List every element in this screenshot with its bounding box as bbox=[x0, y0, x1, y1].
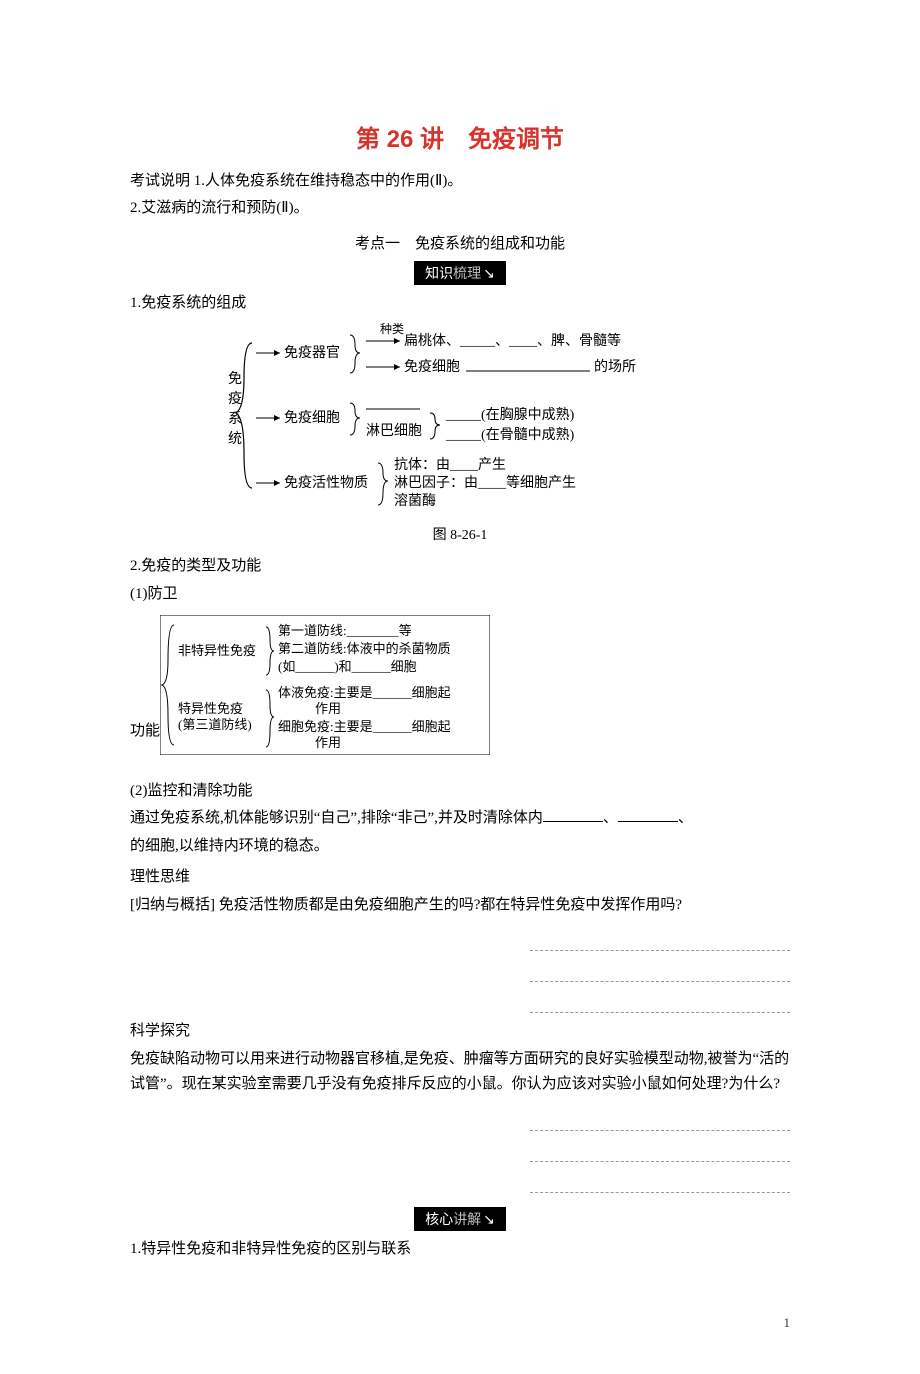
answer-line-3 bbox=[530, 1012, 790, 1013]
fig1-b2: 免疫细胞 bbox=[284, 410, 340, 426]
badge-hexin: 核心讲解↘ bbox=[414, 1207, 506, 1231]
core-1: 1.特异性免疫和非特异性免疫的区别与联系 bbox=[130, 1237, 790, 1263]
fig1-b2b2: _____(在骨髓中成熟) bbox=[445, 427, 575, 443]
sec2-p1: 通过免疫系统,机体能够识别“自己”,排除“非己”,并及时清除体内 、 、 bbox=[130, 806, 790, 832]
fig1-b1: 免疫器官 bbox=[284, 345, 340, 361]
badge-arrow: ↘ bbox=[481, 265, 495, 281]
lesson-title: 第 26 讲 免疫调节 bbox=[130, 120, 790, 161]
sep-2: 、 bbox=[678, 810, 693, 826]
fig1-b3: 免疫活性物质 bbox=[284, 475, 368, 491]
figure-1: 免 疫 系 统 免疫器官 种类 扁桃体、_____、____、脾、骨髓等 免疫细… bbox=[130, 323, 790, 548]
fig1-b1a-label: 种类 bbox=[380, 323, 404, 336]
sec2-p2: 的细胞,以维持内环境的稳态。 bbox=[130, 834, 790, 860]
blank-2 bbox=[618, 808, 678, 822]
sep-1: 、 bbox=[603, 810, 618, 826]
fig1-root2: 疫 bbox=[228, 391, 242, 407]
fig1-b2b1: _____(在胸腺中成熟) bbox=[445, 407, 575, 423]
fig1-root4: 统 bbox=[228, 431, 242, 447]
lixing-label: 理性思维 bbox=[130, 865, 790, 891]
fig1-b3b: 淋巴因子：由____等细胞产生 bbox=[394, 474, 576, 491]
kexue-p: 免疫缺陷动物可以用来进行动物器官移植,是免疫、肿瘤等方面研究的良好实验模型动物,… bbox=[130, 1047, 790, 1098]
badge2-arrow: ↘ bbox=[481, 1211, 495, 1227]
exam-desc-2: 2.艾滋病的流行和预防(Ⅱ)。 bbox=[130, 196, 790, 222]
fig1-b1b-suf: 的场所 bbox=[594, 359, 636, 375]
fig2-ns-l1: 第一道防线:________等 bbox=[278, 623, 412, 638]
fig2-sp-r2a: 细胞免疫:主要是______细胞起 bbox=[278, 719, 451, 734]
fig1-b3a: 抗体：由____产生 bbox=[394, 457, 506, 473]
exam-desc-1: 考试说明 1.人体免疫系统在维持稳态中的作用(Ⅱ)。 bbox=[130, 169, 790, 195]
fig2-nonspec: 非特异性免疫 bbox=[178, 643, 256, 658]
badge2-light: 讲解 bbox=[453, 1211, 481, 1227]
fig2-sp-r1a: 体液免疫:主要是______细胞起 bbox=[278, 685, 451, 700]
sec2-head: 2.免疫的类型及功能 bbox=[130, 554, 790, 580]
fig1-b2b: 淋巴细胞 bbox=[366, 423, 422, 439]
kexue-label: 科学探究 bbox=[130, 1019, 790, 1045]
fig2-spec1: 特异性免疫 bbox=[178, 701, 243, 716]
page-number: 1 bbox=[130, 1312, 790, 1334]
fig2-sp-r1b: 作用 bbox=[315, 701, 341, 716]
fig1-b1b-pre: 免疫细胞 bbox=[404, 359, 460, 375]
sec2-p1-pre: 通过免疫系统,机体能够识别“自己”,排除“非己”,并及时清除体内 bbox=[130, 810, 543, 826]
lixing-q: [归纳与概括] 免疫活性物质都是由免疫细胞产生的吗?都在特异性免疫中发挥作用吗? bbox=[130, 893, 790, 919]
sec2-sub1: (1)防卫 bbox=[130, 582, 790, 608]
fig1-b1a: 扁桃体、_____、____、脾、骨髓等 bbox=[404, 332, 621, 349]
fig2-spec2: (第三道防线) bbox=[178, 717, 252, 732]
sec1-head: 1.免疫系统的组成 bbox=[130, 291, 790, 317]
badge-light: 梳理 bbox=[453, 265, 481, 281]
fig2-prefix: 功能 bbox=[130, 609, 160, 745]
kaodian-heading: 考点一 免疫系统的组成和功能 bbox=[130, 232, 790, 258]
fig1-root: 免 bbox=[228, 371, 242, 387]
sec2-sub2: (2)监控和清除功能 bbox=[130, 779, 790, 805]
badge-bold: 知识 bbox=[425, 265, 453, 281]
fig1-b3c: 溶菌酶 bbox=[394, 493, 436, 509]
fig2-sp-r2b: 作用 bbox=[315, 735, 341, 750]
fig1-caption: 图 8-26-1 bbox=[130, 524, 790, 548]
blank-1 bbox=[543, 808, 603, 822]
fig2-ns-l3: (如______)和______细胞 bbox=[278, 659, 417, 674]
badge2-bold: 核心 bbox=[425, 1211, 453, 1227]
figure-2-row: 功能 非特异性免疫 第一道防线:________等 第二道防线:体液中的杀菌物质… bbox=[130, 609, 790, 771]
badge-zhishi: 知识梳理↘ bbox=[414, 261, 506, 285]
fig2-ns-l2: 第二道防线:体液中的杀菌物质 bbox=[278, 641, 451, 656]
